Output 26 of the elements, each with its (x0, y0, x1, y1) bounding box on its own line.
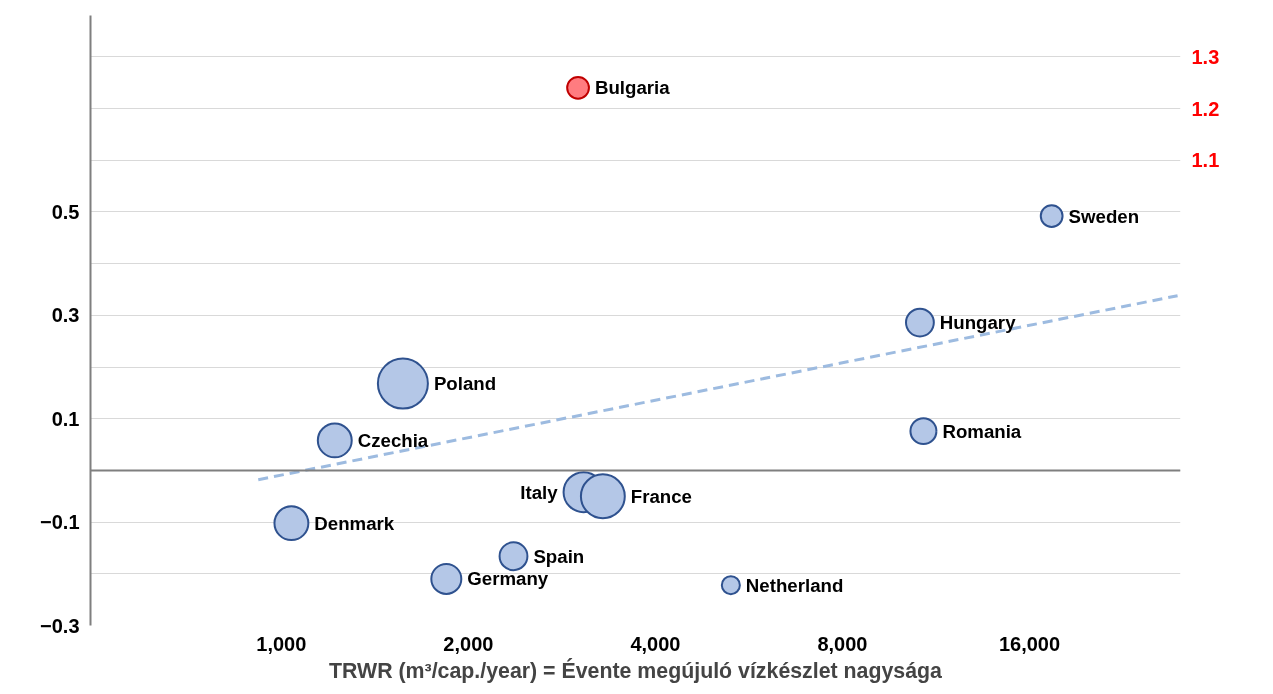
x-tick-label: 1,000 (256, 632, 307, 655)
y-tick-label: 0.3 (51, 304, 80, 327)
y-tick-label: −0.1 (40, 511, 80, 534)
series-label: Czechia (357, 429, 429, 451)
series-label: Romania (942, 420, 1022, 442)
series-label: Hungary (939, 312, 1017, 334)
series-label: Germany (467, 568, 549, 590)
x-tick-label: 2,000 (443, 632, 494, 655)
y-tick-label: 0.5 (51, 200, 80, 223)
y-tick-label: 0.1 (51, 407, 80, 430)
x-axis-title: TRWR (m³/cap./year) = Évente megújuló vízkészlet nagysága (329, 657, 943, 683)
y2-tick-label: 1.3 (1191, 45, 1220, 68)
x-tick-label: 16,000 (998, 632, 1061, 655)
x-tick-label: 4,000 (630, 632, 681, 655)
series-label: Bulgaria (594, 77, 671, 99)
x-tick-label: 8,000 (817, 632, 868, 655)
y2-tick-label: 1.2 (1191, 97, 1220, 120)
series-label: Denmark (314, 512, 395, 534)
y-tick-label: −0.3 (40, 614, 80, 637)
y2-tick-label: 1.1 (1191, 149, 1220, 172)
series-label: Italy (520, 481, 559, 503)
series-label: France (630, 485, 692, 507)
series-label: Poland (433, 373, 497, 395)
series-label: Netherland (745, 574, 844, 596)
series-label: Spain (533, 545, 585, 567)
series-label: Sweden (1068, 205, 1140, 227)
